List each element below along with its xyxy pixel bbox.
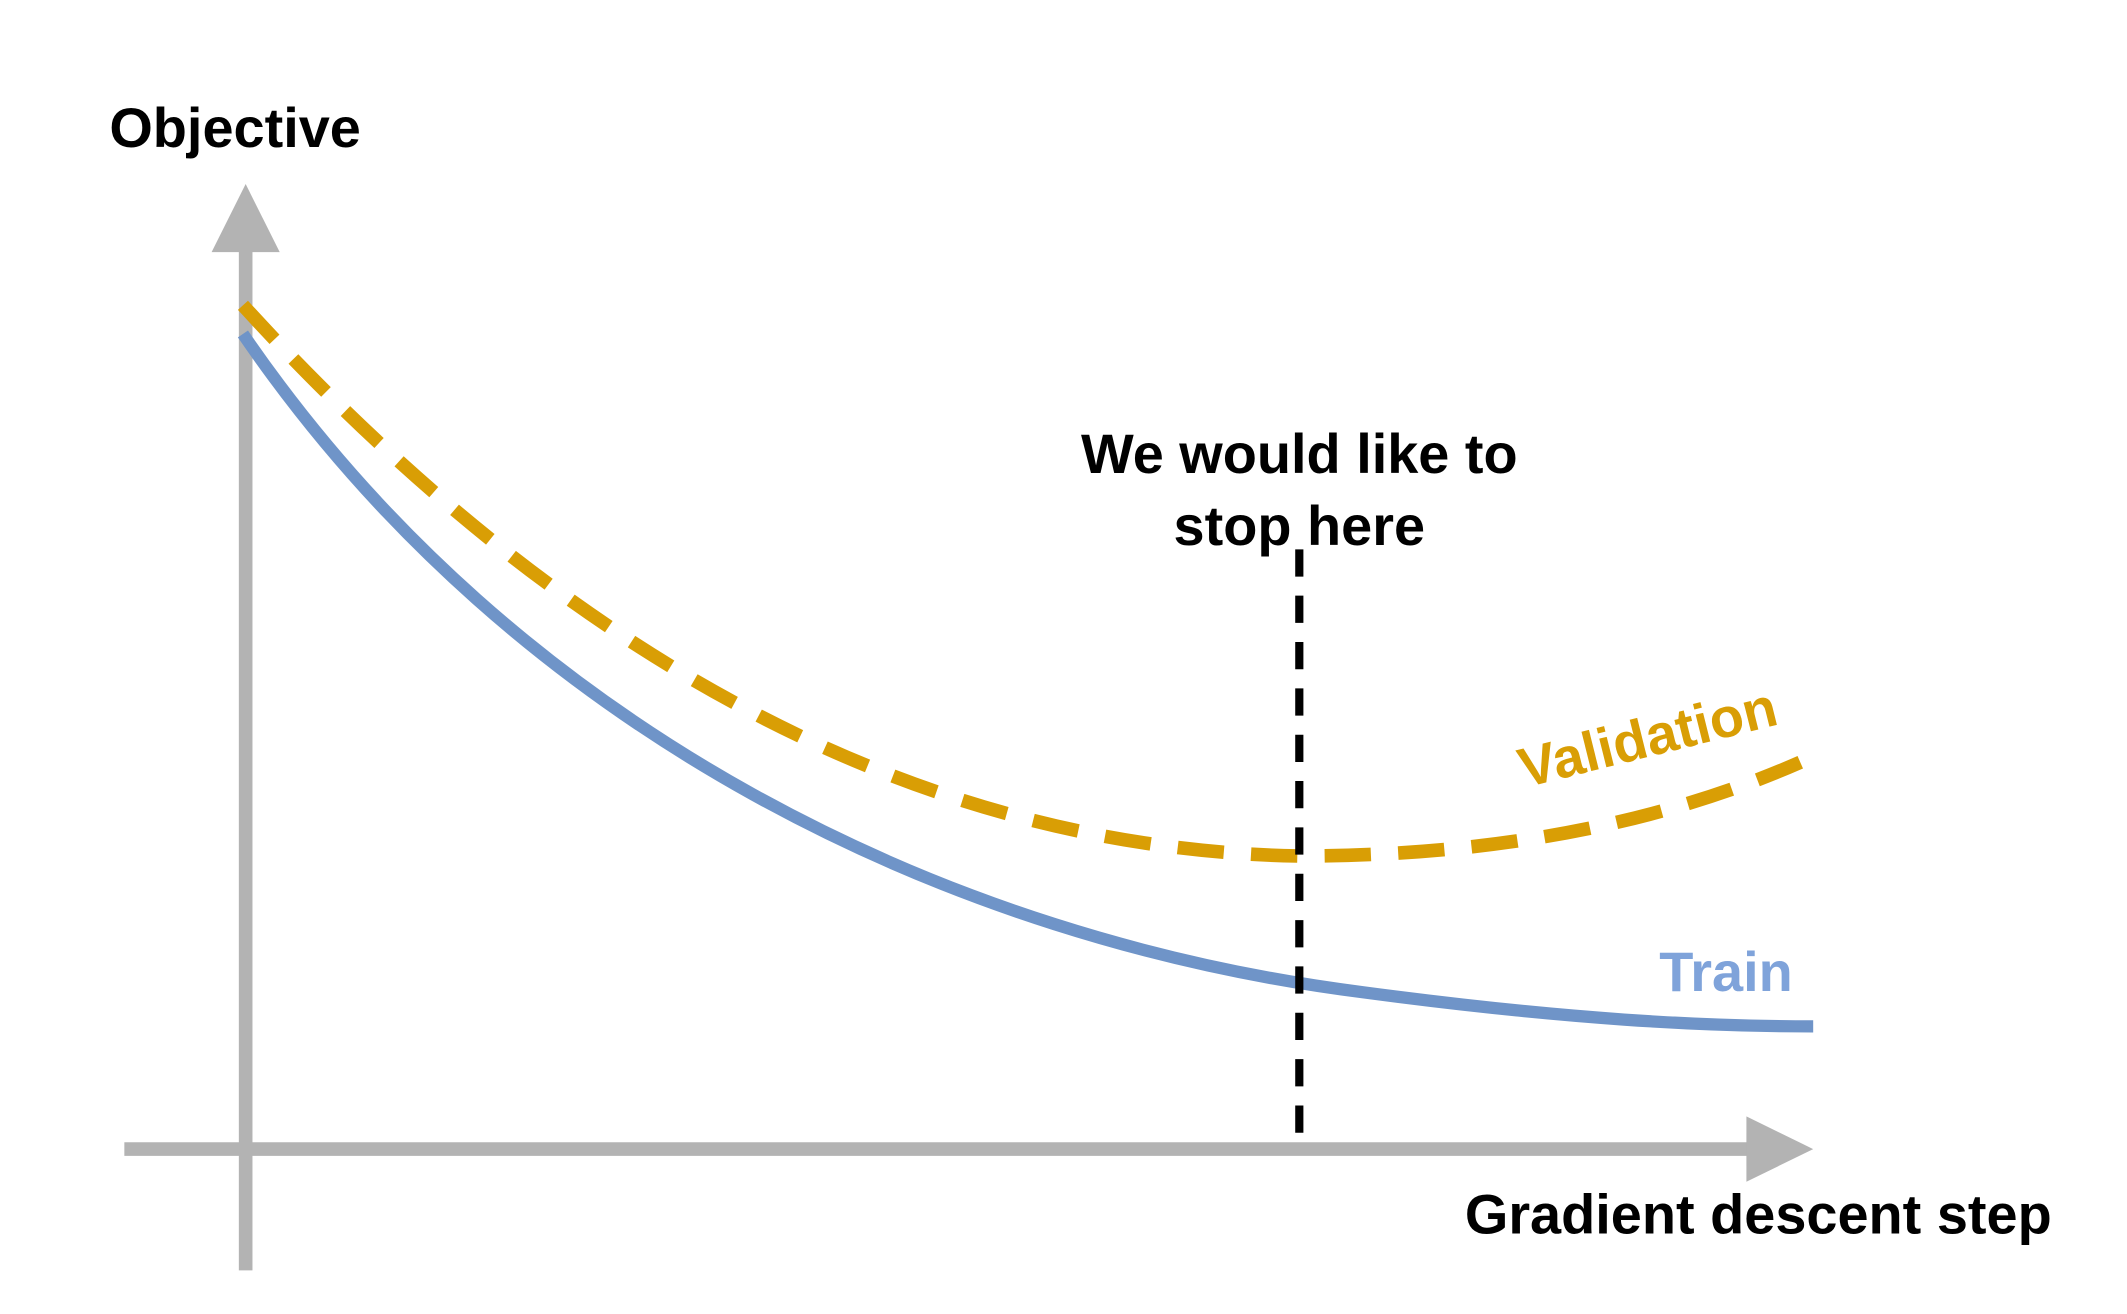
validation-curve <box>237 300 1817 863</box>
train-series-label: Train <box>1659 940 1793 1003</box>
y-axis-arrowhead <box>211 184 280 253</box>
stop-annotation-line-1: We would like to <box>1081 422 1518 485</box>
axes <box>124 184 1814 1271</box>
stop-annotation-line-2: stop here <box>1174 494 1426 557</box>
x-axis-arrowhead <box>1746 1116 1814 1182</box>
y-axis-label: Objective <box>109 96 361 159</box>
x-axis-label: Gradient descent step <box>1465 1183 2052 1246</box>
train-curve <box>237 330 1814 1033</box>
validation-series-label: Validation <box>1512 675 1783 800</box>
